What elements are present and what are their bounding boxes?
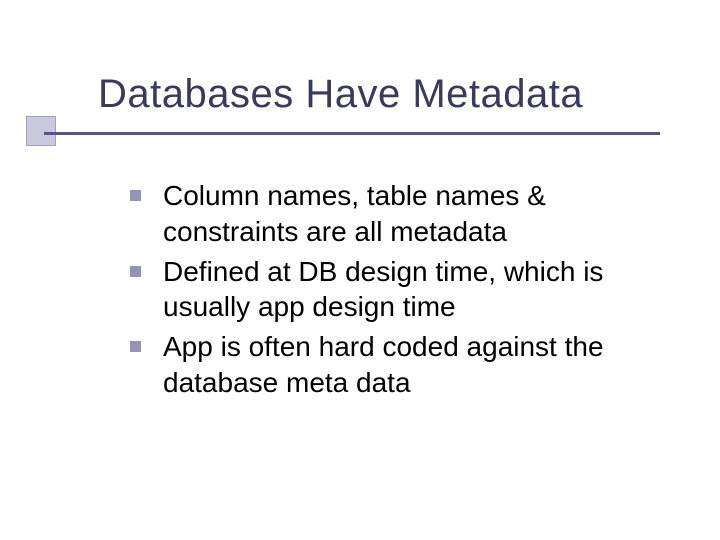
bullet-icon: [130, 341, 141, 352]
title-wrap: Databases Have Metadata: [98, 72, 583, 117]
list-item-text: App is often hard coded against the data…: [163, 329, 670, 401]
slide-body: Column names, table names & constraints …: [130, 178, 670, 405]
list-item: App is often hard coded against the data…: [130, 329, 670, 401]
bullet-icon: [130, 190, 141, 201]
slide: Databases Have Metadata Column names, ta…: [0, 0, 720, 540]
list-item: Defined at DB design time, which is usua…: [130, 254, 670, 326]
accent-square-icon: [26, 116, 56, 146]
bullet-icon: [130, 266, 141, 277]
title-underline: [44, 132, 660, 135]
list-item: Column names, table names & constraints …: [130, 178, 670, 250]
list-item-text: Defined at DB design time, which is usua…: [163, 254, 670, 326]
slide-title: Databases Have Metadata: [98, 72, 583, 117]
list-item-text: Column names, table names & constraints …: [163, 178, 670, 250]
